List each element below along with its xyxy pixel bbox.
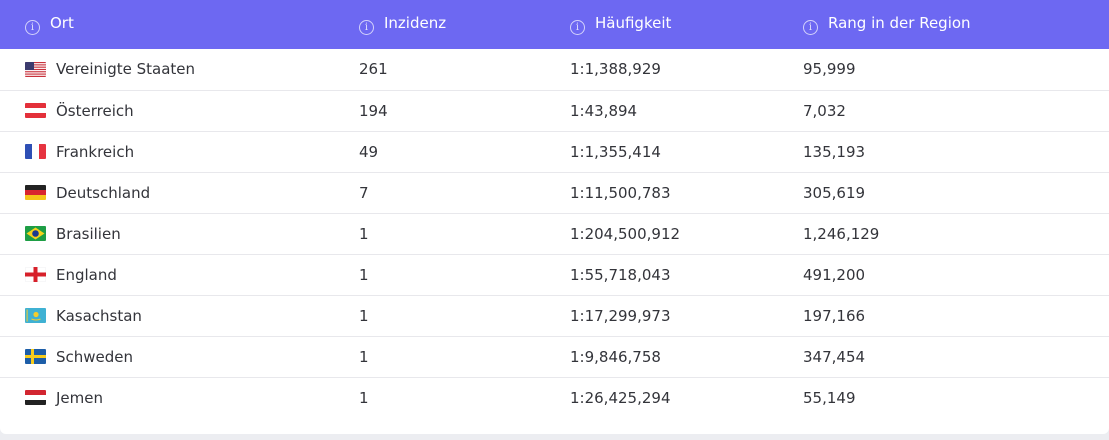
country-name: Jemen <box>56 388 103 407</box>
column-header-inzidenz[interactable]: i Inzidenz <box>359 0 570 49</box>
country-name: Brasilien <box>56 224 121 243</box>
cell-inzidenz: 49 <box>359 142 379 161</box>
column-header-label: Häufigkeit <box>595 14 672 32</box>
kazakhstan-flag-icon <box>25 308 46 323</box>
cell-inzidenz: 1 <box>359 388 369 407</box>
cell-ort: England <box>0 254 359 295</box>
header-row: i Ort i Inzidenz i Häufigkeit i Rang in der … <box>0 0 1109 49</box>
cell-ort: Österreich <box>0 90 359 131</box>
column-header-rang[interactable]: i Rang in der Region <box>803 0 1109 49</box>
england-flag-icon <box>25 267 46 282</box>
cell-ort: Brasilien <box>0 213 359 254</box>
cell-rang: 491,200 <box>803 265 866 284</box>
country-name: Österreich <box>56 101 134 120</box>
info-icon[interactable]: i <box>25 20 40 35</box>
country-name: Kasachstan <box>56 306 142 325</box>
table-row: Vereinigte Staaten 261 1:1,388,929 95,99… <box>0 49 1109 90</box>
table-row: Jemen 1 1:26,425,294 55,149 <box>0 377 1109 418</box>
info-icon[interactable]: i <box>803 20 818 35</box>
table-row: Brasilien 1 1:204,500,912 1,246,129 <box>0 213 1109 254</box>
cell-haeufigkeit: 1:1,388,929 <box>570 60 661 79</box>
cell-rang: 7,032 <box>803 101 846 120</box>
cell-ort: Deutschland <box>0 172 359 213</box>
cell-ort: Kasachstan <box>0 295 359 336</box>
cell-rang: 197,166 <box>803 306 866 325</box>
cell-haeufigkeit: 1:11,500,783 <box>570 183 671 202</box>
cell-rang: 1,246,129 <box>803 224 880 243</box>
table-row: Kasachstan 1 1:17,299,973 197,166 <box>0 295 1109 336</box>
cell-haeufigkeit: 1:43,894 <box>570 101 638 120</box>
cell-haeufigkeit: 1:26,425,294 <box>570 388 671 407</box>
cell-rang: 135,193 <box>803 142 866 161</box>
cell-rang: 347,454 <box>803 347 866 366</box>
cell-ort: Frankreich <box>0 131 359 172</box>
france-flag-icon <box>25 144 46 159</box>
table-row: Deutschland 7 1:11,500,783 305,619 <box>0 172 1109 213</box>
yemen-flag-icon <box>25 390 46 406</box>
brazil-flag-icon <box>25 226 46 241</box>
table-body: Vereinigte Staaten 261 1:1,388,929 95,99… <box>0 49 1109 418</box>
column-header-label: Rang in der Region <box>828 14 971 32</box>
column-header-ort[interactable]: i Ort <box>0 0 359 49</box>
cell-inzidenz: 1 <box>359 347 369 366</box>
germany-flag-icon <box>25 185 46 200</box>
column-header-label: Ort <box>50 14 74 32</box>
us-flag-icon <box>25 61 46 77</box>
cell-inzidenz: 1 <box>359 306 369 325</box>
column-header-haeufigkeit[interactable]: i Häufigkeit <box>570 0 803 49</box>
cell-inzidenz: 1 <box>359 265 369 284</box>
cell-ort: Vereinigte Staaten <box>0 49 359 90</box>
table-row: England 1 1:55,718,043 491,200 <box>0 254 1109 295</box>
cell-inzidenz: 261 <box>359 60 388 79</box>
cell-rang: 305,619 <box>803 183 866 202</box>
cell-haeufigkeit: 1:17,299,973 <box>570 306 671 325</box>
column-header-label: Inzidenz <box>384 14 447 32</box>
sweden-flag-icon <box>25 349 46 364</box>
cell-inzidenz: 7 <box>359 183 369 202</box>
cell-ort: Jemen <box>0 377 359 418</box>
info-icon[interactable]: i <box>570 20 585 35</box>
cell-haeufigkeit: 1:55,718,043 <box>570 265 671 284</box>
country-name: Frankreich <box>56 142 135 161</box>
cell-haeufigkeit: 1:1,355,414 <box>570 142 661 161</box>
country-incidence-table: i Ort i Inzidenz i Häufigkeit i Rang in der … <box>0 0 1109 418</box>
country-name: England <box>56 265 117 284</box>
cell-inzidenz: 194 <box>359 101 388 120</box>
cell-haeufigkeit: 1:9,846,758 <box>570 347 661 366</box>
cell-haeufigkeit: 1:204,500,912 <box>570 224 681 243</box>
country-name: Deutschland <box>56 183 151 202</box>
country-name: Schweden <box>56 347 134 366</box>
info-icon[interactable]: i <box>359 20 374 35</box>
cell-ort: Schweden <box>0 336 359 377</box>
table-header: i Ort i Inzidenz i Häufigkeit i Rang in der … <box>0 0 1109 49</box>
table-row: Schweden 1 1:9,846,758 347,454 <box>0 336 1109 377</box>
austria-flag-icon <box>25 103 46 118</box>
table-row: Frankreich 49 1:1,355,414 135,193 <box>0 131 1109 172</box>
cell-rang: 95,999 <box>803 60 856 79</box>
cell-inzidenz: 1 <box>359 224 369 243</box>
cell-rang: 55,149 <box>803 388 856 407</box>
table-row: Österreich 194 1:43,894 7,032 <box>0 90 1109 131</box>
country-name: Vereinigte Staaten <box>56 60 196 79</box>
